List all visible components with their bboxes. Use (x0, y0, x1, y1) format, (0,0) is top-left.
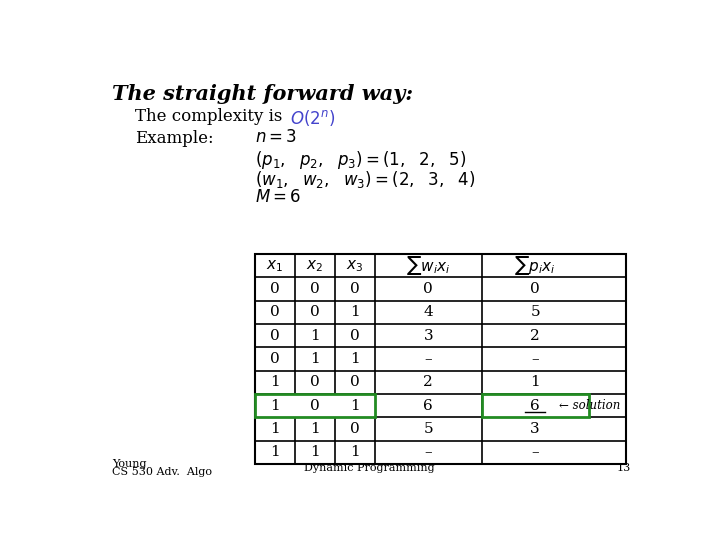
Text: 4: 4 (423, 305, 433, 319)
Text: $\sum w_i x_i$: $\sum w_i x_i$ (406, 254, 451, 277)
Text: –: – (531, 352, 539, 366)
Text: 1: 1 (310, 422, 320, 436)
Text: 5: 5 (531, 305, 540, 319)
Text: Example:: Example: (135, 130, 213, 147)
Text: $\sum p_i x_i$: $\sum p_i x_i$ (514, 254, 556, 277)
Text: 3: 3 (423, 329, 433, 343)
Text: 0: 0 (350, 282, 360, 296)
Text: 0: 0 (350, 375, 360, 389)
Text: 0: 0 (350, 329, 360, 343)
Text: 0: 0 (530, 282, 540, 296)
Text: 0: 0 (310, 282, 320, 296)
Text: $x_1$: $x_1$ (266, 258, 283, 273)
Text: 0: 0 (350, 422, 360, 436)
Text: 1: 1 (270, 375, 279, 389)
Text: 1: 1 (350, 446, 360, 460)
Text: –: – (425, 352, 432, 366)
Text: 5: 5 (423, 422, 433, 436)
Text: $n = 3$: $n = 3$ (255, 129, 297, 146)
Text: CS 530 Adv.  Algo: CS 530 Adv. Algo (112, 467, 212, 477)
Text: 0: 0 (310, 305, 320, 319)
Text: 1: 1 (350, 352, 360, 366)
Text: 0: 0 (310, 399, 320, 413)
Text: The complexity is: The complexity is (135, 109, 287, 125)
Text: 1: 1 (270, 399, 279, 413)
Text: 1: 1 (270, 446, 279, 460)
Text: 1: 1 (350, 399, 360, 413)
Text: $(p_1,\ \ p_2,\ \ p_3) = (1,\ \ 2,\ \ 5)$: $(p_1,\ \ p_2,\ \ p_3) = (1,\ \ 2,\ \ 5)… (255, 149, 466, 171)
Text: 0: 0 (270, 329, 279, 343)
Bar (255, 394, 375, 417)
Bar (255, 254, 626, 464)
Text: 0: 0 (270, 305, 279, 319)
Text: The straight forward way:: The straight forward way: (112, 84, 413, 104)
Text: –: – (425, 446, 432, 460)
Text: 1: 1 (270, 422, 279, 436)
Text: ← solution: ← solution (559, 399, 620, 412)
Bar (482, 394, 588, 417)
Text: 0: 0 (423, 282, 433, 296)
Text: $(w_1,\ \ w_2,\ \ w_3) = (2,\ \ 3,\ \ 4)$: $(w_1,\ \ w_2,\ \ w_3) = (2,\ \ 3,\ \ 4)… (255, 168, 475, 190)
Text: 1: 1 (350, 305, 360, 319)
Text: 3: 3 (531, 422, 540, 436)
Text: 1: 1 (310, 446, 320, 460)
Text: $M = 6$: $M = 6$ (255, 188, 301, 206)
Text: 6: 6 (530, 399, 540, 413)
Text: $O(2^n)$: $O(2^n)$ (289, 109, 335, 129)
Text: –: – (531, 446, 539, 460)
Text: 1: 1 (310, 329, 320, 343)
Text: $x_3$: $x_3$ (346, 258, 364, 273)
Text: 13: 13 (617, 463, 631, 473)
Text: Young: Young (112, 459, 147, 469)
Text: $x_2$: $x_2$ (306, 258, 323, 273)
Text: 1: 1 (310, 352, 320, 366)
Text: 0: 0 (270, 282, 279, 296)
Text: Dynamic Programming: Dynamic Programming (304, 463, 434, 473)
Text: 1: 1 (530, 375, 540, 389)
Text: 0: 0 (310, 375, 320, 389)
Text: 6: 6 (423, 399, 433, 413)
Text: 0: 0 (270, 352, 279, 366)
Text: 2: 2 (423, 375, 433, 389)
Text: 2: 2 (530, 329, 540, 343)
